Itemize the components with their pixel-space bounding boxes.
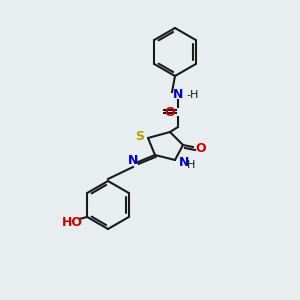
Text: S: S xyxy=(136,130,145,143)
Text: H: H xyxy=(187,160,195,170)
Text: N: N xyxy=(179,157,189,169)
Text: O: O xyxy=(196,142,206,155)
Text: N: N xyxy=(173,88,183,101)
Text: -H: -H xyxy=(186,90,198,100)
Text: N: N xyxy=(128,154,138,166)
Text: O: O xyxy=(165,106,175,118)
Text: HO: HO xyxy=(62,217,83,230)
